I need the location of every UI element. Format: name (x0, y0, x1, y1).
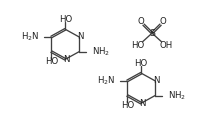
Text: N: N (78, 33, 84, 41)
Text: H$_2$N: H$_2$N (21, 31, 39, 43)
Text: H$_2$N: H$_2$N (96, 75, 115, 87)
Text: HO: HO (59, 15, 72, 24)
Text: N: N (153, 76, 160, 85)
Text: O: O (138, 17, 145, 26)
Text: N: N (139, 99, 146, 108)
Text: HO: HO (131, 41, 145, 50)
Text: NH$_2$: NH$_2$ (92, 45, 110, 58)
Text: S: S (149, 29, 155, 38)
Text: N: N (64, 55, 70, 64)
Text: O: O (159, 17, 166, 26)
Text: OH: OH (159, 41, 173, 50)
Text: HO: HO (135, 59, 148, 68)
Text: NH$_2$: NH$_2$ (167, 89, 186, 102)
Text: HO: HO (121, 101, 134, 110)
Text: HO: HO (45, 57, 58, 66)
